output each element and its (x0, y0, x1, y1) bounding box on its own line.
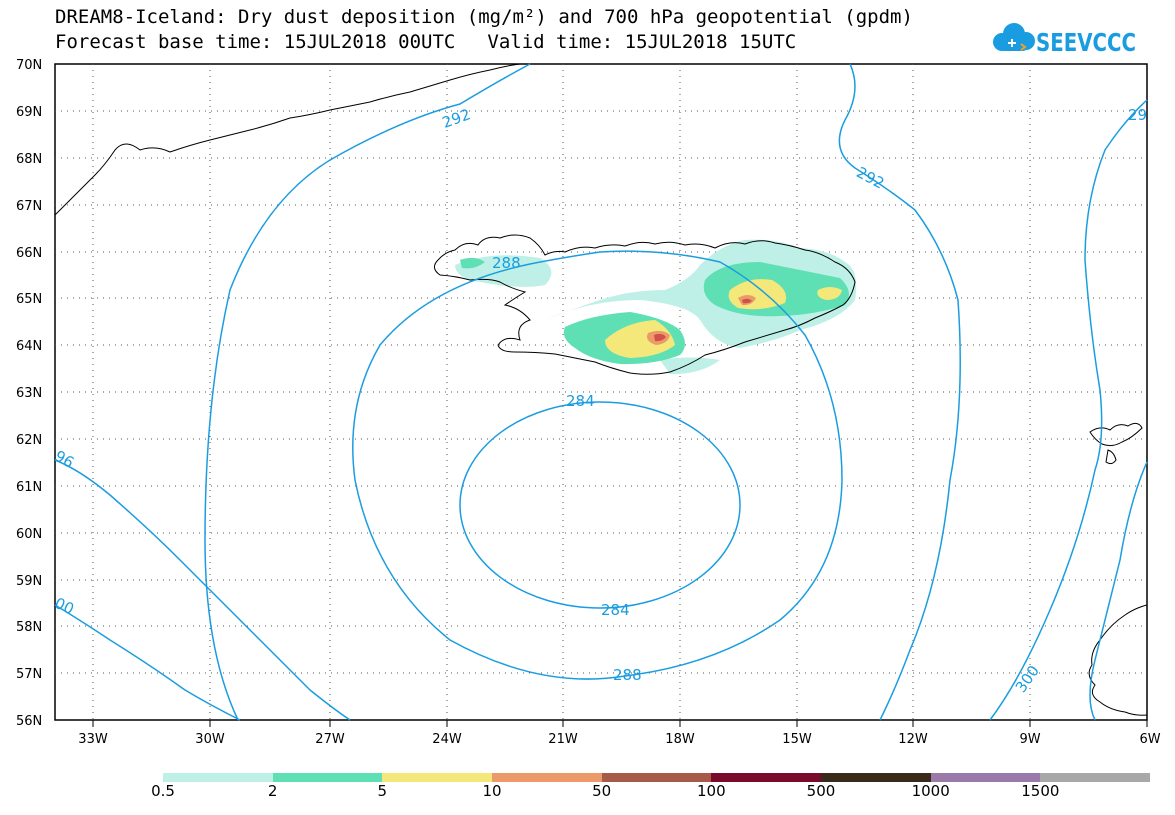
logo-text: SEEVCCC (1036, 28, 1136, 56)
lat-label: 56N (16, 714, 42, 729)
geopotential-contours (54, 63, 1148, 721)
legend-label: 1000 (911, 782, 950, 800)
contour-296 (54, 459, 351, 721)
lat-label: 57N (16, 667, 42, 682)
lon-label: 24W (432, 732, 462, 747)
lat-label: 60N (16, 527, 42, 542)
legend-label: 100 (697, 782, 726, 800)
dust-deposition-field (455, 239, 857, 375)
legend-label: 1500 (1021, 782, 1060, 800)
legend-swatch (492, 773, 602, 782)
longitude-labels: 33W 30W 27W 24W 21W 18W 15W 12W 9W 6W (78, 732, 1160, 747)
seevccc-logo: SEEVCCC (993, 23, 1136, 56)
legend-labels: 0.5 2 5 10 50 100 500 1000 1500 (0, 782, 1175, 806)
legend-swatch (382, 773, 493, 782)
lon-label: 30W (195, 732, 225, 747)
lon-label: 12W (898, 732, 928, 747)
lon-label: 6W (1139, 732, 1160, 747)
iceland-coastline (434, 234, 856, 375)
lat-label: 66N (16, 246, 42, 261)
contour-29x (989, 99, 1148, 721)
contour-label: 292 (853, 163, 887, 192)
contour-292 (204, 63, 531, 721)
lon-label: 27W (315, 732, 345, 747)
legend-label: 2 (267, 782, 278, 800)
lat-label: 59N (16, 574, 42, 589)
contour-300 (1089, 461, 1148, 721)
legend-swatch (930, 773, 1041, 782)
contour-label: 300 (1012, 662, 1043, 696)
contour-label: 284 (566, 392, 595, 410)
latitude-labels: 70N 69N 68N 67N 66N 65N 64N 63N 62N 61N … (16, 58, 42, 729)
contour-300-west (54, 604, 241, 721)
lon-label: 21W (548, 732, 578, 747)
cloud-icon (993, 23, 1035, 51)
graticule (55, 64, 1147, 720)
contour-label: 288 (492, 254, 521, 272)
coastlines (54, 63, 1148, 716)
scotland-coastline (1088, 604, 1148, 716)
lat-label: 65N (16, 292, 42, 307)
contour-label: 284 (601, 601, 630, 619)
legend-label: 500 (806, 782, 836, 800)
lon-label: 15W (782, 732, 812, 747)
legend-label: 5 (377, 782, 388, 800)
color-legend (163, 773, 1151, 782)
legend-swatch (272, 773, 383, 782)
lon-label: 9W (1019, 732, 1040, 747)
contour-288 (352, 250, 843, 680)
lat-label: 61N (16, 480, 42, 495)
lat-label: 67N (16, 199, 42, 214)
contour-label: 29 (1128, 106, 1147, 124)
dust-level-50 (654, 298, 752, 342)
lat-label: 70N (16, 58, 42, 73)
map-subtitle: Forecast base time: 15JUL2018 00UTC Valid… (55, 33, 796, 52)
contour-label: 292 (440, 105, 473, 132)
lat-label: 62N (16, 433, 42, 448)
legend-swatch (821, 773, 931, 782)
legend-label: 0.5 (151, 782, 175, 800)
contour-284 (459, 401, 741, 609)
lat-label: 68N (16, 152, 42, 167)
dust-map: 292 292 29 288 284 284 288 96 00 300 70N… (16, 58, 1161, 747)
legend-label: 50 (592, 782, 612, 800)
faroe-islands-coastline (1089, 422, 1143, 465)
map-title: DREAM8-Iceland: Dry dust deposition (mg/… (55, 6, 913, 28)
legend-swatch (163, 773, 273, 782)
valid-time: Valid time: 15JUL2018 15UTC (487, 31, 797, 53)
forecast-base-time: Forecast base time: 15JUL2018 00UTC (55, 31, 456, 53)
legend-swatch (711, 773, 822, 782)
legend-swatch (1040, 773, 1151, 782)
legend-label: 10 (482, 782, 502, 800)
greenland-coastline (54, 63, 521, 216)
legend-swatch (601, 773, 712, 782)
lon-label: 18W (665, 732, 695, 747)
lat-label: 64N (16, 339, 42, 354)
lat-label: 58N (16, 620, 42, 635)
lon-label: 33W (78, 732, 108, 747)
contour-292-east (838, 63, 961, 721)
contour-label: 288 (613, 666, 642, 684)
lat-label: 63N (16, 386, 42, 401)
lat-label: 69N (16, 105, 42, 120)
